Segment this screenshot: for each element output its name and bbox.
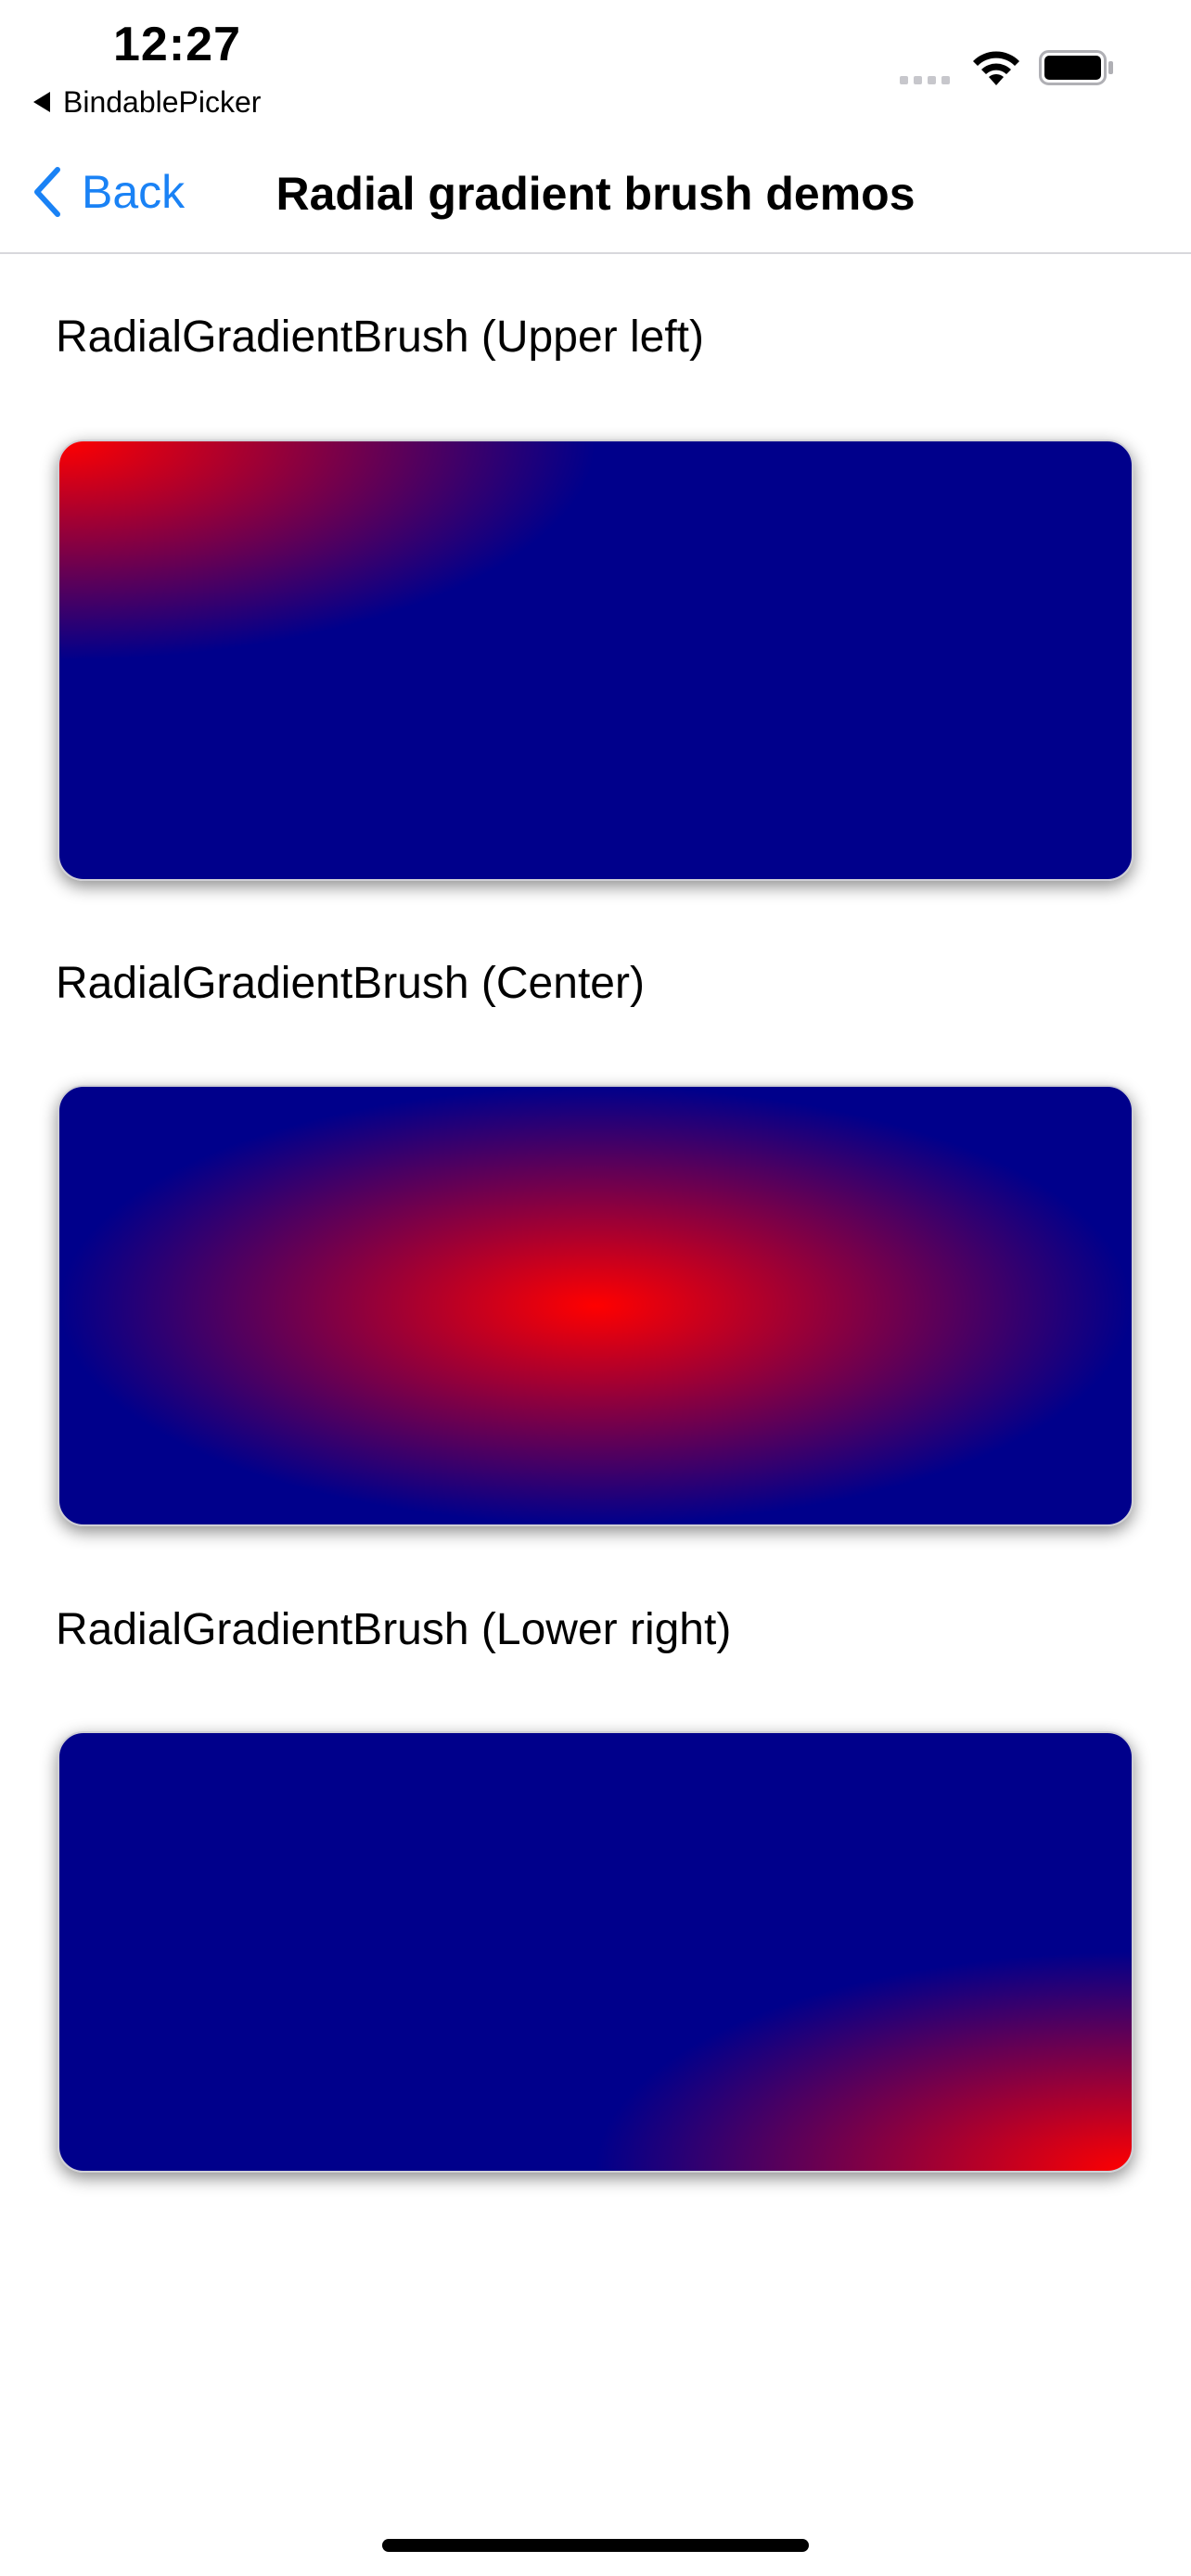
radial-gradient-upper-left [58,440,1133,881]
radial-gradient-center [58,1085,1133,1526]
chevron-left-icon [34,167,60,217]
signal-icon [900,76,950,84]
back-to-app-link[interactable]: BindablePicker [33,83,261,121]
back-triangle-icon [33,92,50,112]
wifi-icon [973,51,1019,85]
status-time: 12:27 [113,18,241,71]
status-bar: 12:27 BindablePicker [0,0,1191,130]
demo-title-upper-left: RadialGradientBrush (Upper left) [56,312,704,362]
demo-title-lower-right: RadialGradientBrush (Lower right) [56,1605,732,1654]
radial-gradient-lower-right [58,1731,1133,2173]
navigation-bar: Back Radial gradient brush demos [0,130,1191,254]
page-title: Radial gradient brush demos [275,168,916,220]
back-button-label: Back [82,166,186,218]
battery-icon [1039,50,1113,85]
back-to-app-label: BindablePicker [63,84,262,119]
home-indicator[interactable] [382,2539,809,2552]
back-button[interactable]: Back [33,161,185,223]
demo-title-center: RadialGradientBrush (Center) [56,959,645,1008]
